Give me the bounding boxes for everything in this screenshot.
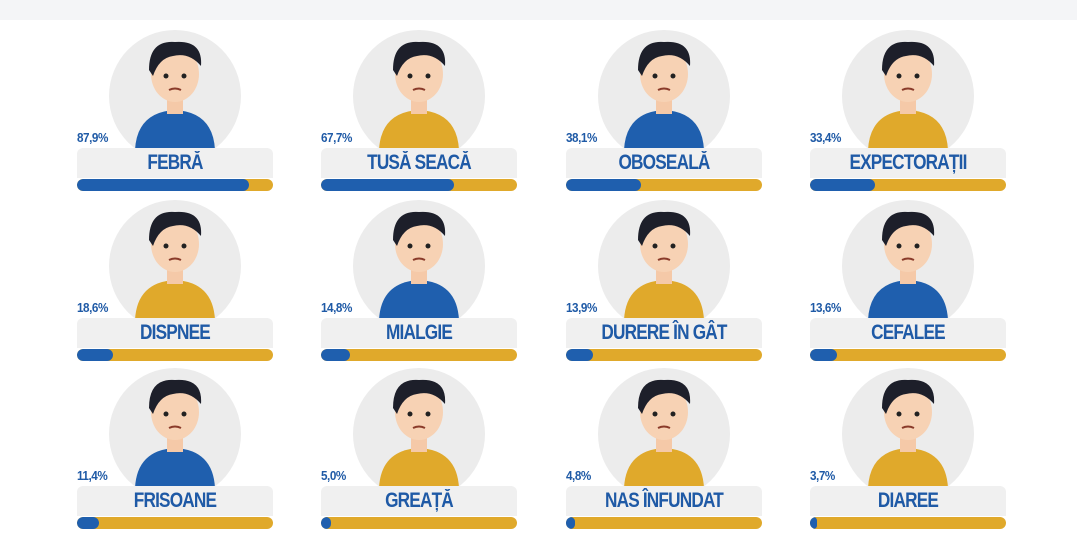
percent-label: 4,8% (566, 468, 591, 483)
symptom-card: 33,4% EXPECTORAȚII (810, 30, 1006, 200)
symptom-label: TUSĂ SEACĂ (367, 151, 472, 174)
symptom-label: DIAREE (877, 489, 939, 512)
percent-label: 11,4% (77, 468, 108, 483)
label-box (77, 148, 273, 178)
progress-bar-track (321, 517, 517, 529)
label-box (810, 486, 1006, 516)
progress-bar-track (321, 179, 517, 191)
progress-bar-track (321, 349, 517, 361)
progress-bar-fill (321, 349, 350, 361)
symptom-card: 38,1% OBOSEALĂ (566, 30, 762, 200)
symptom-card: 3,7% DIAREE (810, 368, 1006, 538)
progress-bar-fill (810, 179, 876, 191)
person-illustration (135, 211, 215, 320)
progress-bar-track (77, 179, 273, 191)
percent-label: 87,9% (77, 130, 108, 145)
person-illustration (379, 379, 459, 488)
label-box (321, 486, 517, 516)
progress-bar-fill (321, 517, 331, 529)
progress-bar-track (77, 517, 273, 529)
symptom-label: FEBRĂ (147, 151, 203, 174)
label-box (566, 318, 762, 348)
person-illustration (379, 41, 459, 150)
progress-bar-track (810, 179, 1006, 191)
percent-label: 13,6% (810, 300, 841, 315)
progress-bar-track (566, 517, 762, 529)
person-illustration (379, 211, 459, 320)
progress-bar-fill (77, 349, 114, 361)
percent-label: 33,4% (810, 130, 841, 145)
progress-bar-fill (77, 179, 250, 191)
symptom-label: GREAȚĂ (385, 489, 454, 512)
symptom-card: 87,9% FEBRĂ (77, 30, 273, 200)
symptom-label: MIALGIE (385, 321, 453, 344)
progress-bar-track (77, 349, 273, 361)
progress-bar-fill (77, 517, 100, 529)
percent-label: 13,9% (566, 300, 597, 315)
percent-label: 67,7% (321, 130, 352, 145)
percent-label: 18,6% (77, 300, 108, 315)
symptom-label: EXPECTORAȚII (849, 151, 967, 174)
progress-bar-track (810, 349, 1006, 361)
progress-bar-track (566, 349, 762, 361)
progress-bar-track (810, 517, 1006, 529)
person-illustration (624, 379, 704, 488)
percent-label: 14,8% (321, 300, 352, 315)
person-illustration (868, 379, 948, 488)
label-box (810, 148, 1006, 178)
symptom-label: FRISOANE (133, 489, 217, 512)
label-box (810, 318, 1006, 348)
symptom-card: 18,6% DISPNEE (77, 200, 273, 370)
person-illustration (624, 41, 704, 150)
progress-bar-fill (810, 349, 837, 361)
person-illustration (135, 41, 215, 150)
person-illustration (868, 41, 948, 150)
symptom-label: DURERE ÎN GÂT (601, 321, 727, 344)
symptom-label: NAS ÎNFUNDAT (604, 489, 724, 512)
symptom-label: DISPNEE (140, 321, 211, 344)
person-illustration (135, 379, 215, 488)
top-strip (0, 0, 1077, 20)
progress-bar-fill (810, 517, 818, 529)
label-box (321, 148, 517, 178)
percent-label: 5,0% (321, 468, 346, 483)
person-illustration (624, 211, 704, 320)
symptom-label: CEFALEE (871, 321, 946, 344)
progress-bar-fill (566, 349, 594, 361)
progress-bar-fill (566, 179, 641, 191)
symptom-card: 13,9% DURERE ÎN GÂT (566, 200, 762, 370)
label-box (566, 148, 762, 178)
symptom-card: 67,7% TUSĂ SEACĂ (321, 30, 517, 200)
symptom-card: 5,0% GREAȚĂ (321, 368, 517, 538)
percent-label: 3,7% (810, 468, 835, 483)
progress-bar-track (566, 179, 762, 191)
symptom-label: OBOSEALĂ (618, 151, 710, 174)
label-box (77, 318, 273, 348)
progress-bar-fill (566, 517, 576, 529)
label-box (321, 318, 517, 348)
person-illustration (868, 211, 948, 320)
label-box (77, 486, 273, 516)
symptom-card: 13,6% CEFALEE (810, 200, 1006, 370)
symptom-card: 14,8% MIALGIE (321, 200, 517, 370)
progress-bar-fill (321, 179, 454, 191)
label-box (566, 486, 762, 516)
symptom-card: 4,8% NAS ÎNFUNDAT (566, 368, 762, 538)
percent-label: 38,1% (566, 130, 597, 145)
symptom-card: 11,4% FRISOANE (77, 368, 273, 538)
